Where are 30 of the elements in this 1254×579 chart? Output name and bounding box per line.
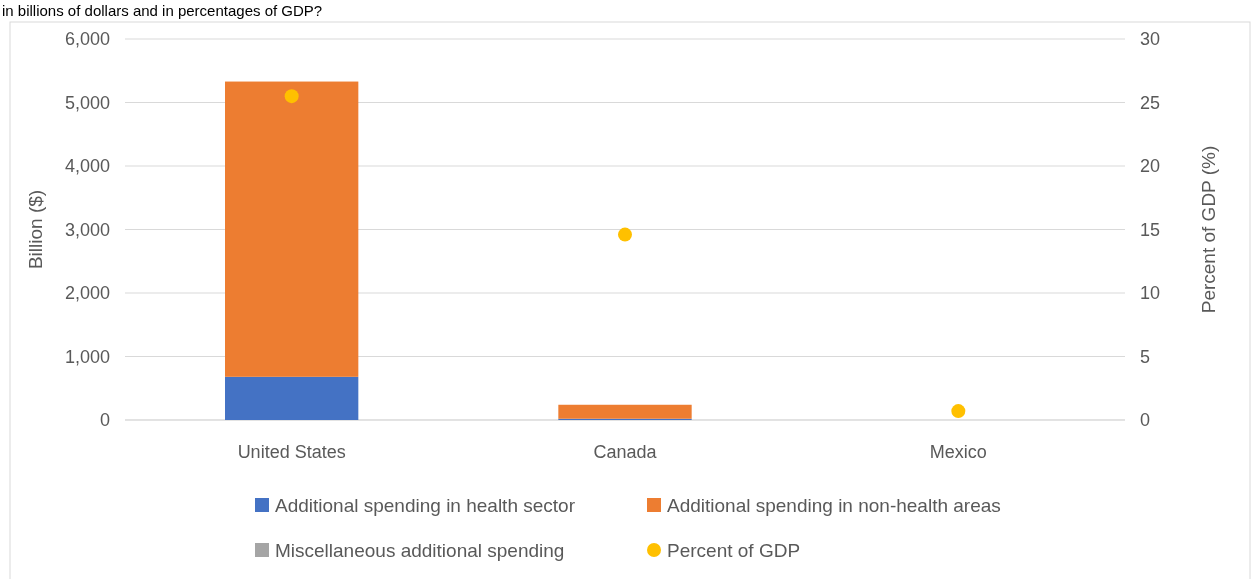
y-tick-label: 6,000 — [64, 29, 110, 50]
y2-tick-label: 15 — [1140, 219, 1161, 240]
x-tick-label: Mexico — [929, 442, 987, 462]
y2-tick-label: 30 — [1140, 29, 1161, 50]
y2-tick-label: 5 — [1140, 346, 1151, 367]
y2-tick-label: 10 — [1140, 283, 1161, 304]
y2-tick-label: 0 — [1140, 410, 1151, 431]
bar — [225, 376, 359, 420]
y-tick-label: 5,000 — [64, 92, 110, 113]
y-tick-label: 1,000 — [64, 346, 110, 367]
chart-title: in billions of dollars and in percentages of GDP? — [2, 2, 323, 19]
y-tick-label: 2,000 — [64, 283, 110, 304]
point — [284, 89, 299, 104]
y2-tick-label: 25 — [1140, 92, 1161, 113]
x-tick-label: United States — [237, 442, 346, 462]
legend-label: Additional spending in health sector — [275, 494, 576, 516]
legend-label: Miscellaneous additional spending — [275, 539, 565, 561]
y-axis-title: Billion ($) — [25, 189, 46, 270]
point — [618, 227, 632, 242]
y-tick-label: 4,000 — [64, 156, 110, 177]
y2-axis-title: Percent of GDP (%) — [1198, 145, 1219, 314]
x-tick-label: Canada — [593, 442, 658, 462]
y-tick-label: 0 — [99, 410, 110, 431]
y-tick-label: 3,000 — [64, 219, 110, 240]
bar — [225, 81, 359, 377]
bar — [558, 404, 692, 419]
point — [951, 404, 966, 419]
y2-tick-label: 20 — [1140, 156, 1161, 177]
legend-label: Additional spending in non-health areas — [667, 494, 1001, 516]
legend-label: Percent of GDP — [667, 539, 801, 561]
